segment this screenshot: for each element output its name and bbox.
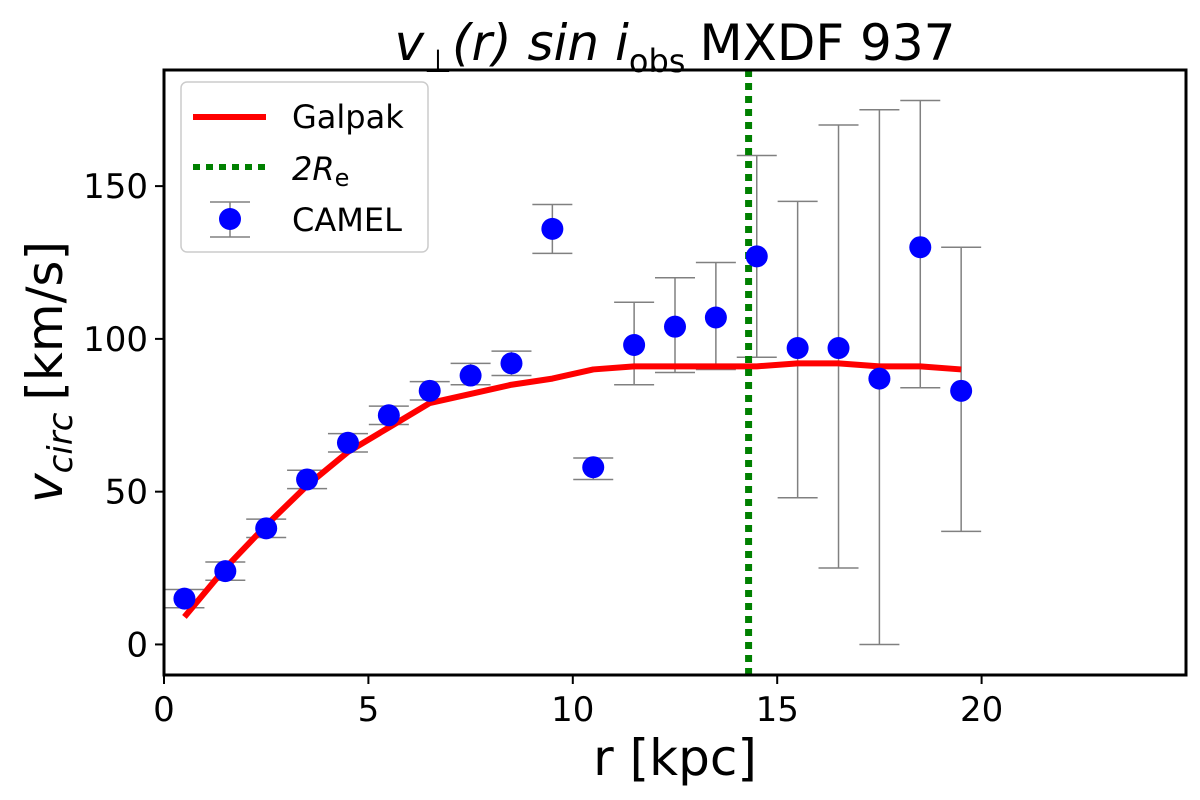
y-tick-label: 100 [83,320,148,360]
camel-point [173,587,196,610]
title-prefix: v [395,14,426,72]
camel-point [704,306,727,329]
legend-re-sub: e [335,164,350,192]
galpak-group [182,360,962,619]
camel-point [255,517,278,540]
camel-point [214,560,237,583]
ylabel-main: v [16,472,74,503]
camel-point [827,337,850,360]
camel-point [950,379,973,402]
legend-box [180,81,429,253]
title-sub: ⊥ [424,42,452,80]
x-tick-label: 15 [756,690,799,730]
x-tick-label: 5 [358,690,380,730]
galpak-line [182,360,962,619]
camel-point [500,352,523,375]
legend-galpak-label: Galpak [292,98,404,136]
camel-point [459,364,482,387]
legend-re-label: 2Re [292,150,349,192]
chart-title: v⊥(r) sin iobs MXDF 937 [395,14,956,80]
ylabel-sub: circ [41,412,81,473]
plot-frame [162,68,1188,677]
ylabel-unit: [km/s] [16,241,74,401]
camel-point [786,337,809,360]
camel-point [664,315,686,338]
y-tick-label: 150 [83,167,148,207]
x-tick-label: 10 [551,690,594,730]
x-axis-title: r [kpc] [593,729,757,787]
y-tick-label: 50 [105,473,148,513]
camel-point [745,245,768,268]
legend-camel-marker [219,208,241,230]
ticks-group: 0 5 10 15 20 0 50 100 150 [83,167,1003,730]
camel-point [377,404,400,427]
camel-points-group [173,217,973,610]
legend-re-prefix: 2R [292,150,335,188]
legend-camel-label: CAMEL [292,201,402,239]
camel-point [623,334,646,356]
y-tick-label: 0 [126,625,148,665]
title-obs: obs [629,42,686,80]
y-axis-title: vcirc [km/s] [16,241,81,503]
x-tick-label: 20 [960,690,1003,730]
title-mid: (r) sin i [452,14,629,72]
camel-point [541,217,564,240]
camel-point [582,456,605,479]
camel-point [909,236,932,259]
camel-point [336,431,359,454]
legend: Galpak 2Re CAMEL [180,81,429,253]
camel-point [418,379,441,402]
title-suffix: MXDF 937 [699,14,955,72]
camel-point [868,367,891,390]
x-tick-label: 0 [153,690,175,730]
camel-point [296,468,319,491]
